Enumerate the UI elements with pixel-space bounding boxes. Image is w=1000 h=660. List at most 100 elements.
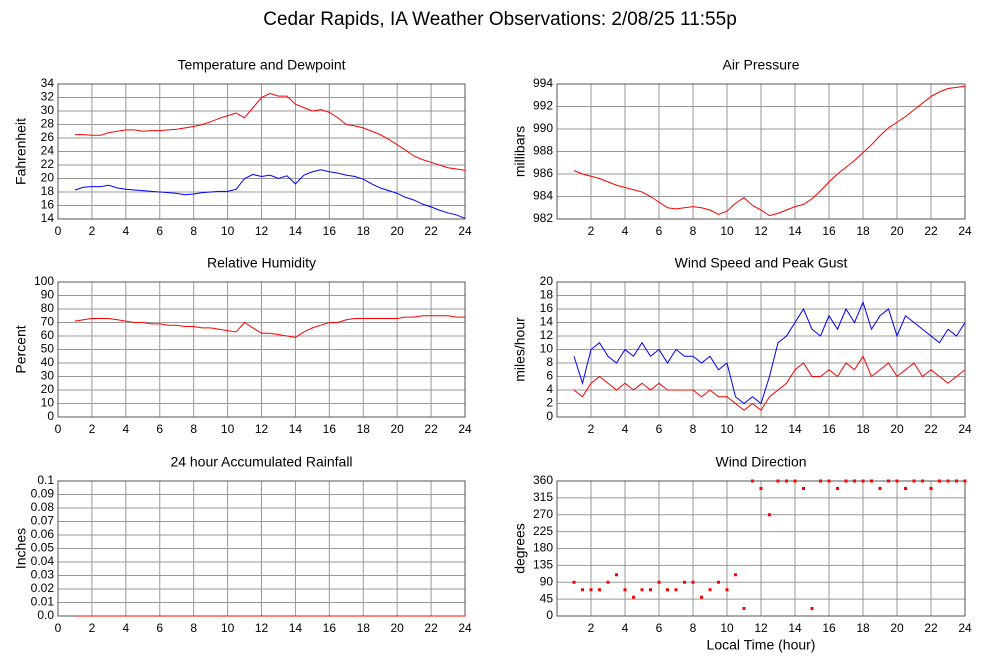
x-tick-label: 12	[255, 422, 269, 436]
y-tick-label: 30	[41, 369, 55, 383]
x-tick-label: 14	[788, 621, 802, 635]
y-tick-label: 26	[41, 130, 55, 144]
data-line	[74, 92, 466, 171]
y-tick-label: 20	[540, 274, 554, 288]
y-tick-label: 16	[41, 198, 55, 212]
data-point	[938, 479, 941, 483]
x-tick-label: 14	[788, 224, 802, 238]
x-tick-label: 20	[890, 621, 904, 635]
data-point	[615, 573, 618, 577]
x-tick-label: 4	[122, 422, 129, 436]
y-axis-label: Fahrenheit	[13, 118, 29, 185]
x-tick-label: 10	[221, 224, 235, 238]
x-tick-label: 20	[890, 422, 904, 436]
x-axis-label: Local Time (hour)	[707, 637, 816, 653]
x-tick-label: 2	[89, 422, 96, 436]
data-point	[581, 588, 584, 592]
data-point	[870, 479, 873, 483]
data-line	[573, 85, 966, 217]
x-tick-label: 16	[323, 224, 337, 238]
y-tick-label: 18	[540, 288, 554, 302]
plot-frame	[556, 83, 966, 220]
data-point	[895, 479, 899, 483]
y-tick-label: 988	[533, 144, 553, 158]
y-tick-label: 28	[41, 117, 55, 131]
data-point	[878, 487, 882, 490]
data-point	[836, 487, 839, 490]
data-point	[657, 580, 661, 584]
y-tick-label: 40	[41, 355, 55, 369]
chart-title: Wind Speed and Peak Gust	[675, 255, 848, 271]
data-point	[640, 588, 644, 592]
y-tick-label: 18	[41, 184, 55, 198]
data-point	[793, 479, 797, 483]
x-tick-label: 24	[458, 224, 472, 238]
x-tick-label: 20	[390, 224, 404, 238]
y-axis-label: Inches	[13, 528, 29, 569]
x-tick-label: 24	[958, 422, 972, 436]
y-tick-label: 45	[540, 591, 554, 605]
y-tick-label: 315	[533, 490, 553, 504]
data-line	[573, 300, 966, 405]
y-tick-label: 90	[41, 288, 55, 302]
x-tick-label: 4	[122, 621, 129, 635]
data-point	[589, 588, 593, 592]
x-tick-label: 18	[357, 621, 371, 635]
y-tick-label: 225	[533, 524, 553, 538]
data-point	[717, 580, 720, 584]
x-tick-label: 22	[924, 621, 938, 635]
chart-title: Relative Humidity	[207, 255, 316, 271]
data-point	[853, 479, 856, 483]
x-tick-label: 10	[221, 621, 235, 635]
data-point	[810, 607, 814, 610]
y-tick-label: 22	[41, 157, 55, 171]
x-tick-label: 12	[754, 621, 768, 635]
x-tick-label: 8	[690, 224, 697, 238]
y-tick-label: 360	[533, 473, 553, 487]
data-point	[725, 588, 729, 592]
data-point	[887, 479, 890, 483]
data-line	[74, 315, 465, 338]
x-tick-label: 4	[122, 224, 129, 238]
y-tick-label: 50	[41, 342, 55, 356]
chart-title: Air Pressure	[722, 57, 799, 73]
plot-frame	[556, 281, 966, 418]
y-tick-label: 20	[41, 171, 55, 185]
x-tick-label: 6	[656, 224, 663, 238]
y-tick-label: 0	[546, 608, 553, 622]
y-tick-label: 4	[546, 382, 553, 396]
y-tick-label: 0.05	[31, 541, 55, 555]
x-tick-label: 10	[720, 422, 734, 436]
data-point	[904, 487, 907, 490]
chart-title: 24 hour Accumulated Rainfall	[170, 454, 352, 470]
x-tick-label: 18	[357, 224, 371, 238]
x-tick-label: 14	[788, 422, 802, 436]
data-point	[912, 479, 916, 483]
x-tick-label: 8	[190, 621, 197, 635]
x-tick-label: 6	[656, 422, 663, 436]
x-tick-label: 10	[221, 422, 235, 436]
x-tick-label: 20	[390, 621, 404, 635]
y-tick-label: 60	[41, 328, 55, 342]
data-line	[573, 355, 966, 411]
y-tick-label: 135	[533, 558, 553, 572]
x-tick-label: 6	[656, 621, 663, 635]
y-tick-label: 984	[533, 189, 553, 203]
x-tick-label: 22	[924, 422, 938, 436]
x-tick-label: 12	[255, 621, 269, 635]
x-tick-label: 14	[289, 224, 303, 238]
x-tick-label: 18	[856, 224, 870, 238]
y-tick-label: 0.09	[31, 487, 55, 501]
y-tick-label: 32	[41, 90, 55, 104]
x-tick-label: 6	[156, 224, 163, 238]
data-point	[955, 479, 958, 483]
x-tick-label: 14	[289, 422, 303, 436]
x-tick-label: 14	[289, 621, 303, 635]
x-tick-label: 6	[156, 422, 163, 436]
x-tick-label: 0	[55, 621, 62, 635]
x-tick-label: 18	[357, 422, 371, 436]
x-tick-label: 2	[588, 621, 595, 635]
data-point	[700, 595, 703, 599]
y-tick-label: 0.1	[37, 473, 54, 487]
data-point	[785, 479, 788, 483]
